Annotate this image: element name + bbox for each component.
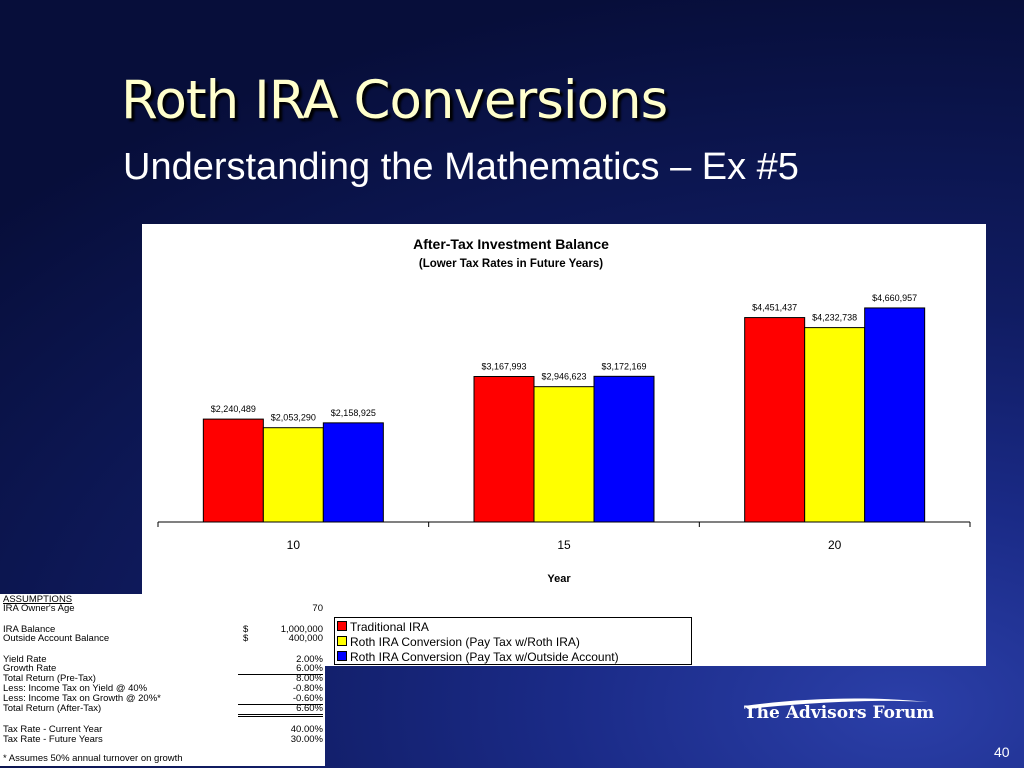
assumption-row: IRA Owner's Age 70	[3, 604, 323, 614]
assumptions-footnote: * Assumes 50% annual turnover on growth	[3, 753, 183, 764]
assumption-value: 1,000,000	[280, 624, 323, 635]
bar	[473, 376, 535, 523]
assumption-label: IRA Balance	[3, 624, 56, 635]
assumption-label: Yield Rate	[3, 654, 47, 665]
x-tick-label: 20	[828, 538, 842, 552]
assumption-row: Total Return (Pre-Tax) 8.00%	[3, 674, 323, 684]
assumption-row: Less: Income Tax on Yield @ 40% -0.80%	[3, 684, 323, 694]
chart-legend: Traditional IRA Roth IRA Conversion (Pay…	[334, 617, 692, 665]
assumption-value: 2.00%	[296, 654, 323, 665]
assumption-label: Less: Income Tax on Yield @ 40%	[3, 683, 148, 694]
data-label: $3,172,169	[601, 361, 646, 371]
data-label: $2,946,623	[541, 372, 586, 382]
assumption-value: 30.00%	[290, 734, 323, 745]
assumption-label: IRA Owner's Age	[3, 603, 75, 614]
legend-item-roth-pay-tax-outside: Roth IRA Conversion (Pay Tax w/Outside A…	[337, 650, 619, 664]
advisors-forum-logo: The Advisors Forum	[744, 703, 935, 723]
assumption-row: Tax Rate - Current Year 40.00%	[3, 725, 323, 735]
assumption-label: Growth Rate	[3, 663, 57, 674]
legend-label: Traditional IRA	[350, 620, 429, 634]
data-label: $3,167,993	[481, 362, 526, 372]
assumption-value: 400,000	[288, 633, 323, 644]
x-axis-title: Year	[547, 573, 571, 585]
double-divider	[238, 714, 323, 717]
assumption-row: Less: Income Tax on Growth @ 20%* -0.60%	[3, 694, 323, 704]
x-tick-label: 10	[287, 538, 301, 552]
data-label: $4,660,957	[872, 293, 917, 303]
assumption-row: Yield Rate 2.00%	[3, 655, 323, 665]
bar	[744, 317, 806, 523]
assumption-value: 6.60%	[296, 703, 323, 714]
assumption-row: Growth Rate 6.00%	[3, 664, 323, 674]
assumption-value: -0.80%	[292, 683, 323, 694]
logo-swoosh-icon	[744, 698, 928, 709]
chart-panel: After-Tax Investment Balance (Lower Tax …	[142, 224, 986, 666]
legend-swatch-yellow	[337, 636, 347, 646]
assumption-row: IRA Balance $ 1,000,000	[3, 625, 323, 635]
bar	[322, 422, 384, 523]
slide-title: Roth IRA Conversions	[121, 70, 668, 131]
assumption-value: 70	[312, 603, 323, 614]
bar	[864, 307, 926, 523]
bar	[593, 375, 655, 523]
assumption-value: 40.00%	[290, 724, 323, 735]
assumption-label: Outside Account Balance	[3, 633, 110, 644]
bar-chart: After-Tax Investment Balance (Lower Tax …	[157, 236, 971, 585]
legend-label: Roth IRA Conversion (Pay Tax w/Roth IRA)	[350, 635, 580, 649]
data-label: $4,451,437	[752, 303, 797, 313]
assumption-currency: $	[243, 624, 249, 635]
data-label: $2,053,290	[271, 413, 316, 423]
x-tick-label: 15	[557, 538, 571, 552]
data-label: $2,158,925	[331, 408, 376, 418]
divider	[238, 674, 323, 675]
page-number: 40	[994, 744, 1010, 760]
assumption-value: 8.00%	[296, 673, 323, 684]
legend-swatch-blue	[337, 651, 347, 661]
bar	[533, 386, 595, 523]
assumption-label: Total Return (After-Tax)	[3, 703, 102, 714]
slide-subtitle: Understanding the Mathematics – Ex #5	[123, 146, 799, 188]
data-label: $4,232,738	[812, 313, 857, 323]
legend-item-traditional-ira: Traditional IRA	[337, 620, 429, 634]
legend-label: Roth IRA Conversion (Pay Tax w/Outside A…	[350, 650, 619, 664]
bar	[804, 327, 866, 523]
bar	[202, 418, 264, 523]
assumption-label: Less: Income Tax on Growth @ 20%*	[3, 693, 161, 704]
assumption-value: -0.60%	[292, 693, 323, 704]
assumption-row: Total Return (After-Tax) 6.60%	[3, 704, 323, 714]
chart-title: After-Tax Investment Balance	[413, 236, 609, 252]
assumption-row: Tax Rate - Future Years 30.00%	[3, 735, 323, 745]
assumptions-header: ASSUMPTIONS	[3, 594, 73, 605]
assumptions-table: ASSUMPTIONS IRA Owner's Age 70 IRA Balan…	[0, 594, 325, 766]
chart-subtitle: (Lower Tax Rates in Future Years)	[419, 258, 603, 270]
bar	[262, 427, 324, 523]
assumption-currency: $	[243, 633, 249, 644]
divider	[238, 704, 323, 705]
legend-item-roth-pay-tax-roth: Roth IRA Conversion (Pay Tax w/Roth IRA)	[337, 635, 580, 649]
data-label: $2,240,489	[211, 404, 256, 414]
assumption-value: 6.00%	[296, 663, 323, 674]
legend-swatch-red	[337, 621, 347, 631]
assumption-label: Total Return (Pre-Tax)	[3, 673, 96, 684]
assumption-label: Tax Rate - Future Years	[3, 734, 103, 745]
assumption-row: Outside Account Balance $ 400,000	[3, 634, 323, 644]
assumption-label: Tax Rate - Current Year	[3, 724, 103, 735]
